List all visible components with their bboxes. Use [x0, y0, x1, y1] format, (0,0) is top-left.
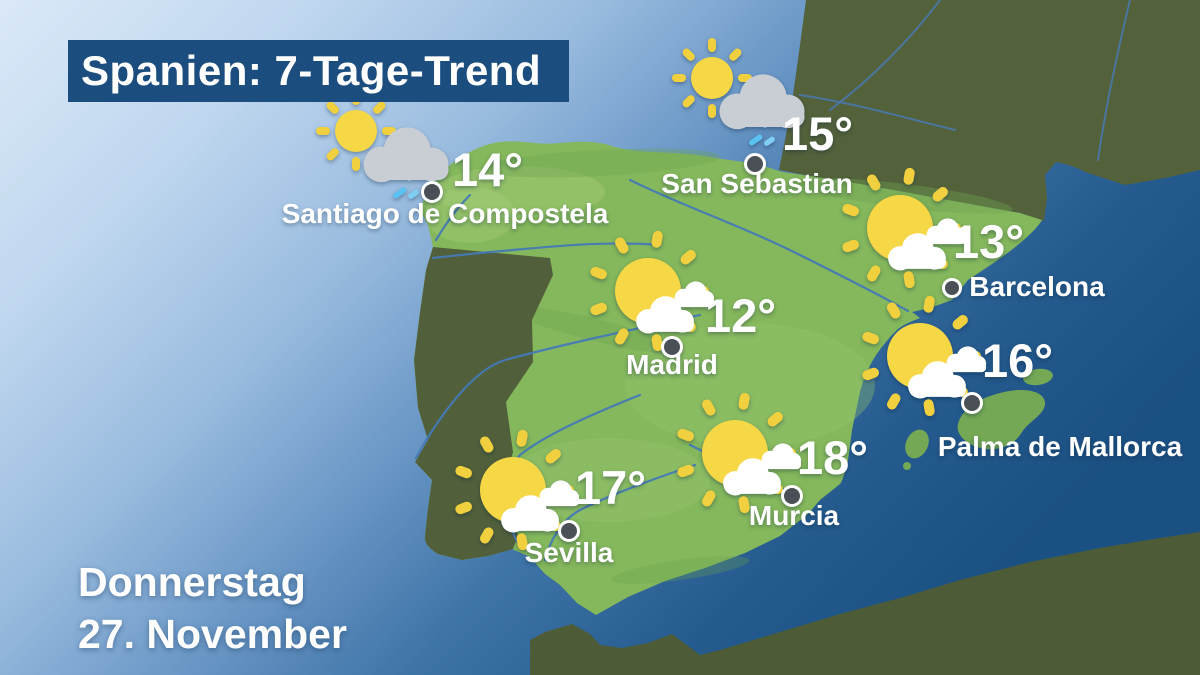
city-name-label: Santiago de Compostela — [282, 198, 609, 229]
city-marker — [781, 485, 803, 507]
weather-station-murcia: 18° Murcia — [676, 392, 868, 531]
temperature-value: 17° — [575, 461, 646, 514]
city-name-label: San Sebastian — [661, 168, 852, 199]
weather-station-palma-de-mallorca: 16° Palma de Mallorca — [861, 295, 1183, 462]
temperature-value: 15° — [782, 107, 853, 160]
island-formentera — [903, 462, 911, 470]
date-display: Donnerstag 27. November — [78, 556, 347, 660]
temperature-value: 16° — [982, 334, 1053, 387]
island-ibiza — [905, 429, 929, 459]
river-france — [829, 0, 941, 111]
city-marker — [558, 520, 580, 542]
title-banner: Spanien: 7-Tage-Trend — [68, 40, 569, 102]
temperature-value: 14° — [452, 143, 523, 196]
region-portugal — [414, 247, 553, 560]
weather-station-barcelona: 13° Barcelona — [841, 167, 1105, 302]
city-name-label: Palma de Mallorca — [938, 431, 1183, 462]
weather-station-sevilla: 17° Sevilla — [454, 429, 646, 568]
city-marker — [961, 392, 983, 414]
page-title: Spanien: 7-Tage-Trend — [81, 47, 542, 94]
city-marker — [744, 153, 766, 175]
river-france — [1097, 0, 1131, 161]
weather-station-san-sebastian: 15° San Sebastian — [661, 38, 853, 199]
city-name-label: Barcelona — [969, 271, 1105, 302]
weather-station-madrid: 12° Madrid — [589, 230, 776, 380]
city-name-label: Murcia — [749, 500, 840, 531]
city-name-label: Sevilla — [525, 537, 614, 568]
weekday-label: Donnerstag — [78, 559, 306, 605]
weather-station-santiago-de-compostela: 14° Santiago de Compostela — [282, 91, 609, 229]
river-france — [799, 94, 956, 131]
temperature-value: 18° — [797, 431, 868, 484]
region-france — [779, 0, 1200, 221]
city-marker — [942, 278, 962, 298]
terrain-relief — [425, 148, 1013, 584]
island-menorca — [1023, 368, 1053, 386]
temperature-value: 12° — [705, 289, 776, 342]
region-africa — [530, 532, 1200, 675]
city-marker — [661, 336, 683, 358]
temperature-value: 13° — [953, 215, 1024, 268]
date-label: 27. November — [78, 611, 347, 657]
city-marker — [421, 181, 443, 203]
city-name-label: Madrid — [626, 349, 718, 380]
